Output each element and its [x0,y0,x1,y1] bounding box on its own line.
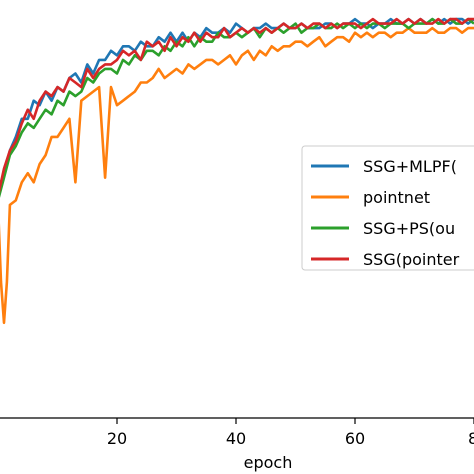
series-line-3 [0,17,474,193]
x-ticks: 20 40 60 80 [107,418,474,448]
legend-frame [301,145,474,271]
series-layer [0,17,474,325]
legend: SSG+MLPF( pointnet SSG+PS(ou SSG(pointer [301,145,474,271]
legend-label: pointnet [363,188,430,207]
legend-label: SSG+PS(ou [363,219,455,238]
x-tick-label: 40 [226,429,246,448]
legend-label: SSG+MLPF( [363,157,457,176]
legend-items: SSG+MLPF( pointnet SSG+PS(ou SSG(pointer [311,157,460,269]
x-axis-label: epoch [244,453,293,472]
legend-label: SSG(pointer [363,250,460,269]
x-tick-label: 60 [345,429,365,448]
x-tick-label: 20 [107,429,127,448]
x-tick-label: 80 [468,429,474,448]
series-line-1 [0,26,474,325]
